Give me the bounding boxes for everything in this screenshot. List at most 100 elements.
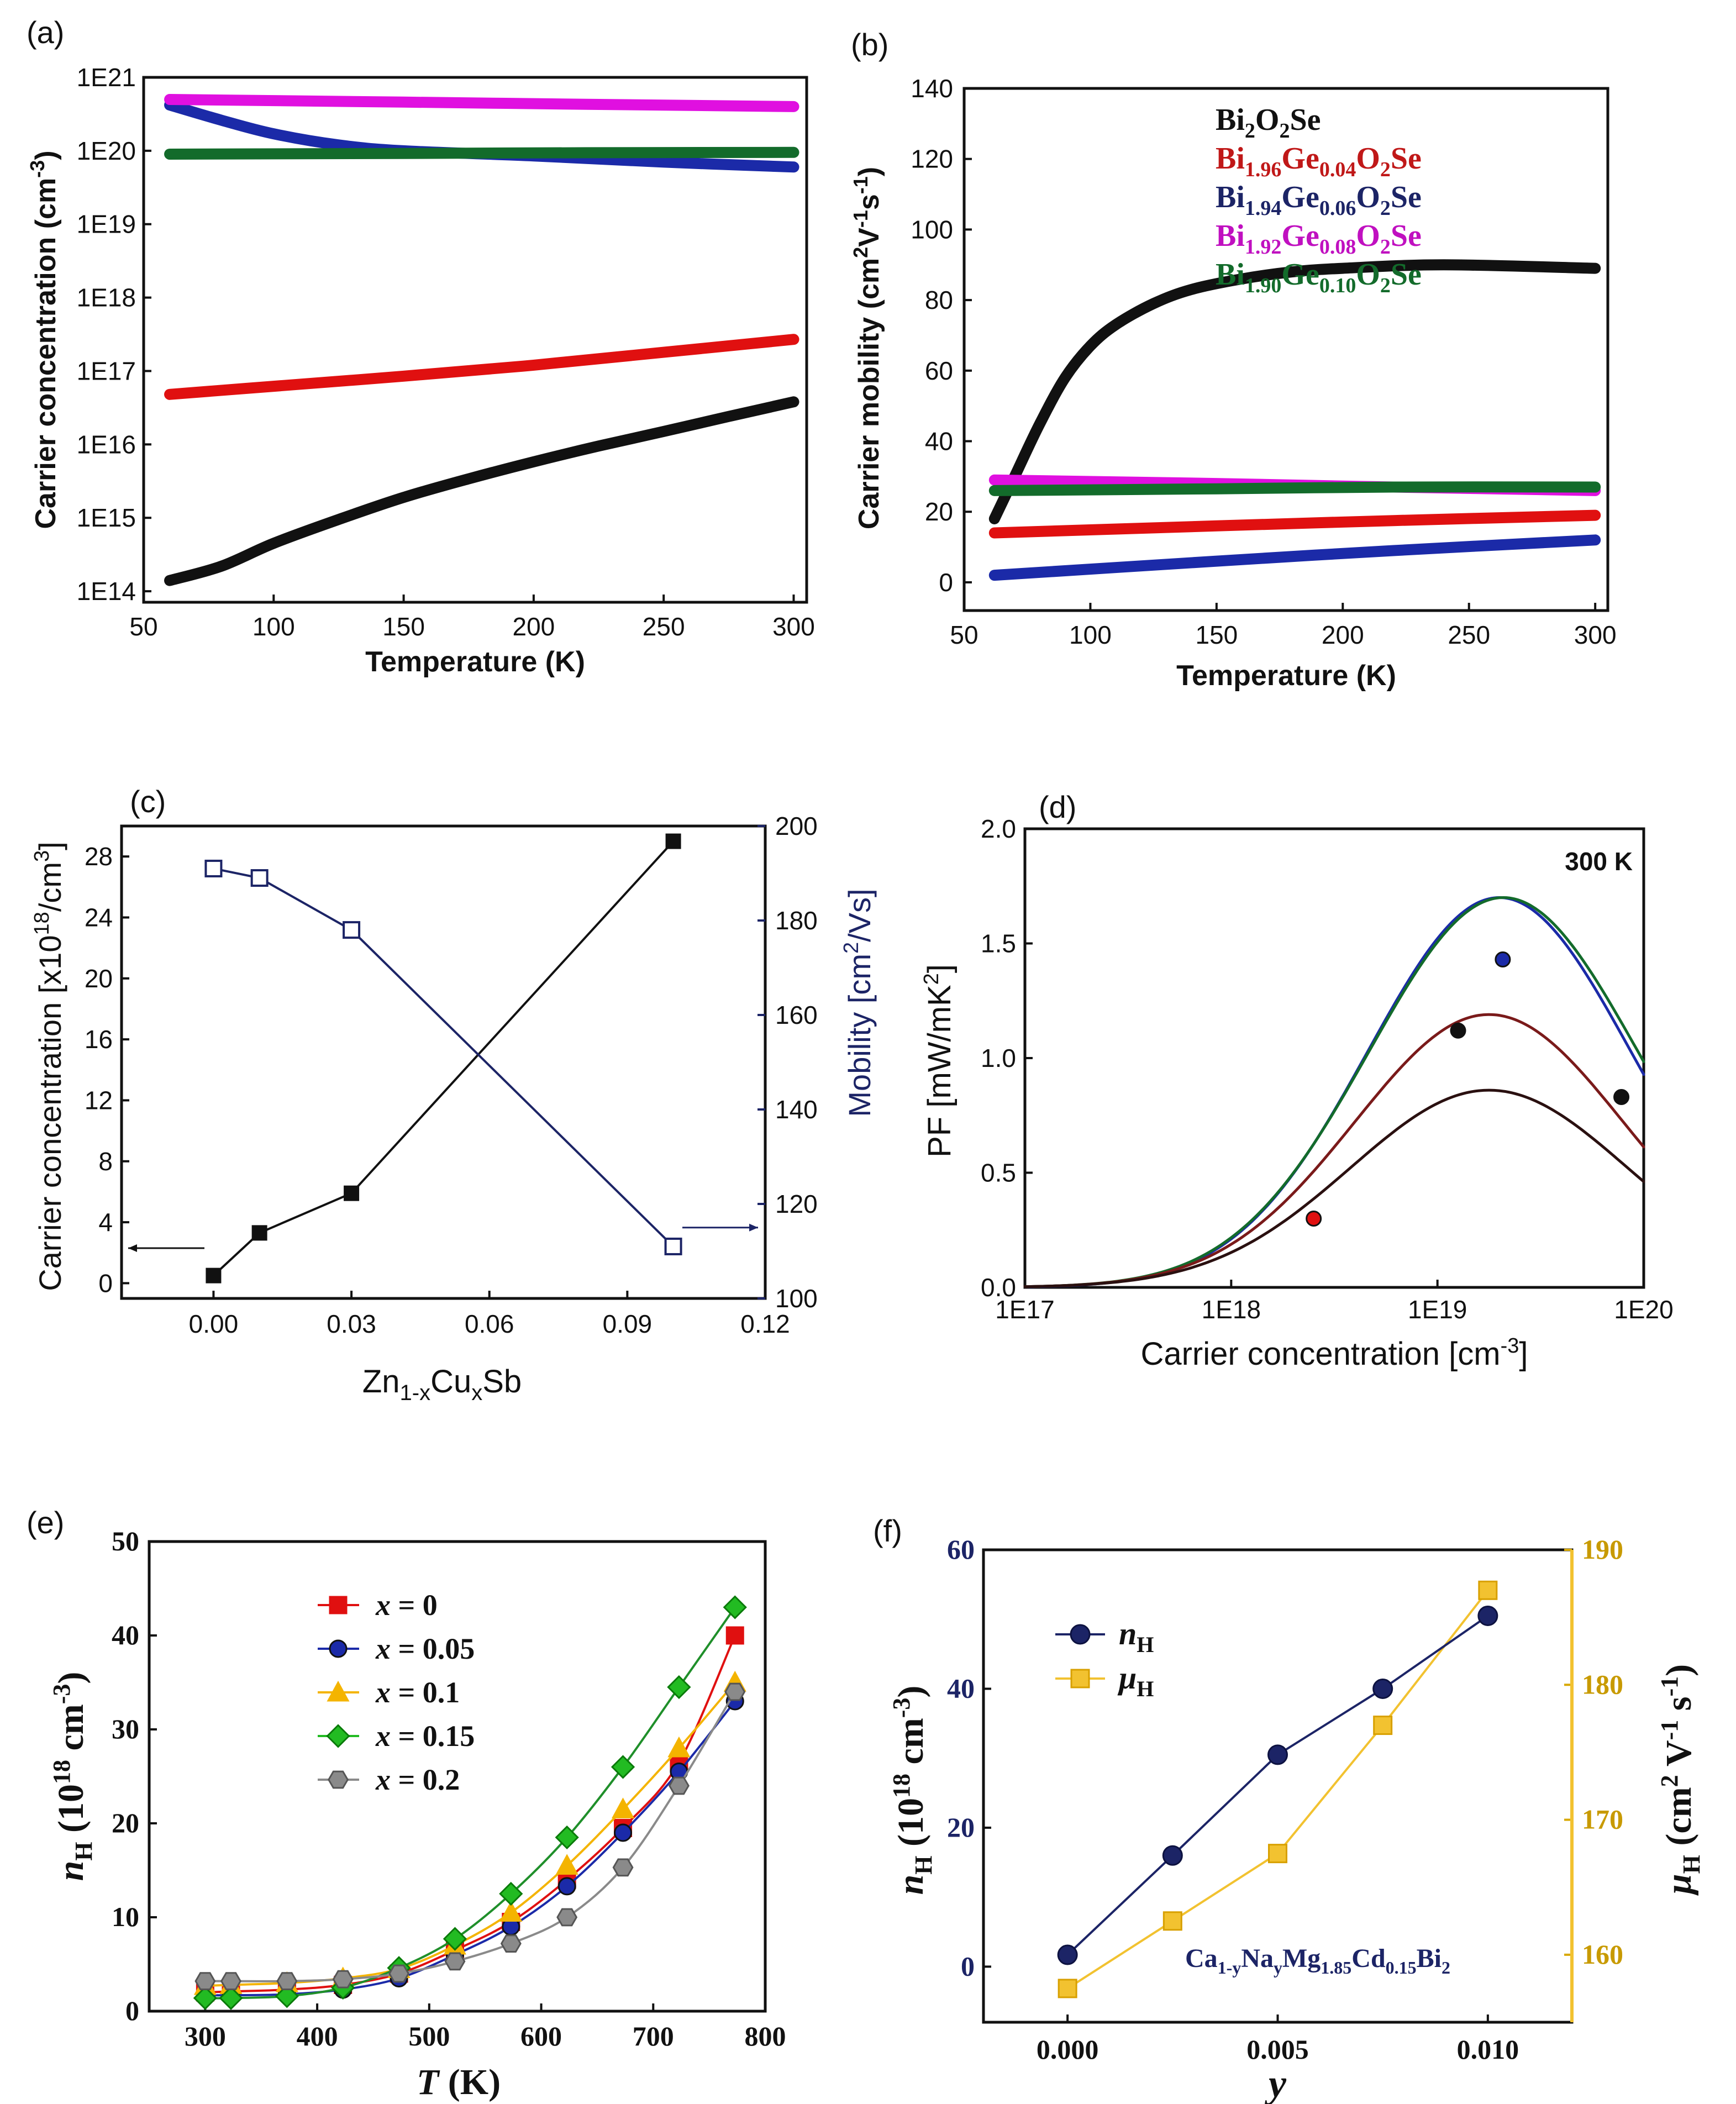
panel-e-series-3-point-6 — [499, 1881, 523, 1906]
panel-a-x-tick-label-4: 250 — [643, 612, 685, 641]
panel-f-yl-p4: cm — [891, 1718, 931, 1774]
panel-e-x-tick-label-5: 800 — [745, 2021, 786, 2052]
panel-e-legend-value: = 0.1 — [391, 1676, 460, 1709]
panel-f-x-tick-label-2: 0.010 — [1457, 2034, 1519, 2065]
panel-a-x-tick-label-3: 200 — [513, 612, 555, 641]
panel-b-legend-entry-4: Bi1.90Ge0.10O2Se — [1216, 257, 1422, 297]
compound-p3: y — [1274, 1958, 1282, 1977]
panel-f-yr-p2: (cm — [1659, 1787, 1699, 1855]
panel-b-legend-part: 2 — [1380, 197, 1391, 220]
panel-b-legend-part: 0.04 — [1319, 158, 1356, 181]
panel-f-yr-p4: V — [1659, 1740, 1699, 1775]
panel-f-legend-sub: H — [1137, 1676, 1154, 1701]
panel-a-y-axis-title: Carrier concentration (cm-3) — [26, 150, 62, 529]
panel-f-nh-point-2 — [1267, 1744, 1288, 1765]
panel-b-series — [988, 259, 1601, 581]
panel-e-series-2-point-9 — [667, 1736, 691, 1758]
panel-f-yr-p1: H — [1678, 1855, 1705, 1874]
panel-b-legend-entry-3: Bi1.92Ge0.08O2Se — [1216, 219, 1422, 259]
panel-f-compound-label: Ca1-yNayMg1.85Cd0.15Bi2 — [1185, 1944, 1450, 1977]
panel-e-legend-value: = 0 — [391, 1588, 438, 1622]
panel-a-series-3-line — [164, 93, 799, 112]
panel-c-yr-p1: 2 — [840, 942, 863, 954]
panel-c-mobility-point-1 — [250, 869, 269, 887]
panel-a-y-tick-label-5: 1E19 — [77, 210, 136, 239]
panel-b-legend-part: 2 — [1380, 158, 1391, 181]
compound-p1: 1-y — [1218, 1958, 1241, 1977]
panel-e-y-title-p1: H — [70, 1842, 97, 1860]
panel-c-right-axis-arrowhead — [749, 1223, 758, 1232]
panel-b-x-tick-label-4: 250 — [1448, 620, 1490, 649]
compound-p5: 1.85 — [1321, 1958, 1351, 1977]
panel-b-plot-frame — [962, 87, 1609, 612]
panel-a-y-tick-label-2: 1E16 — [77, 430, 136, 459]
panel-e-legend-value: = 0.05 — [391, 1632, 475, 1665]
compound-p2: Na — [1241, 1944, 1274, 1973]
panel-a-y-axis-title-tail: ) — [30, 150, 62, 160]
panel-e-series-2-point-7 — [555, 1854, 578, 1875]
panel-e-y-tick-label-1: 10 — [112, 1901, 139, 1932]
panel-c-x-title-p4: Sb — [482, 1364, 522, 1400]
panel-e-series-4-point-8 — [612, 1858, 634, 1877]
panel-c-yl-tick-label-1: 4 — [98, 1208, 113, 1237]
panel-b-legend-entry-1: Bi1.96Ge0.04O2Se — [1216, 141, 1422, 181]
panel-e-series-1-point-8 — [614, 1823, 633, 1842]
panel-c-x-tick-label-4: 0.12 — [740, 1309, 790, 1338]
panel-f-yl-p2: (10 — [891, 1798, 931, 1855]
panel-b-legend-part: 0.10 — [1319, 274, 1356, 297]
panel-e-legend-var: x — [375, 1719, 391, 1753]
panel-b-legend: Bi2O2SeBi1.96Ge0.04O2SeBi1.94Ge0.06O2SeB… — [1216, 103, 1422, 297]
panel-e-y-tick-label-3: 30 — [112, 1713, 139, 1744]
panel-f-legend-var: μ — [1117, 1660, 1137, 1696]
panel-e-y-tick-label-0: 0 — [125, 1995, 139, 2026]
panel-e-series-4-point-4 — [388, 1964, 410, 1983]
panel-a-series-1-line — [164, 334, 799, 400]
panel-f-yr-tick-label-3: 190 — [1582, 1534, 1623, 1565]
panel-e-x-tick-label-0: 300 — [185, 2021, 226, 2052]
panel-a-y-tick-label-7: 1E21 — [77, 63, 136, 92]
panel-e-series-4-point-9 — [668, 1776, 690, 1795]
panel-f-legend-label-0: nH — [1119, 1616, 1154, 1657]
panel-f-yl-p0: n — [891, 1875, 931, 1895]
panel-d-x-title-p1: -3 — [1501, 1334, 1519, 1358]
panel-c-yr-tick-label-2: 140 — [775, 1095, 818, 1124]
compound-p0: Ca — [1185, 1944, 1218, 1973]
panel-c-yl-p2: /cm — [33, 862, 67, 912]
panel-f-mu-point-1 — [1162, 1911, 1182, 1931]
panel-e-series-3-point-8 — [611, 1755, 635, 1779]
panel-b-ticks: 50 100 150 200 250 300 0 20 40 60 80 100 120 140 — [911, 74, 1616, 649]
panel-e-series-4-point-3 — [332, 1970, 354, 1989]
panel-e-y-axis-title: nH (1018 cm-3) — [48, 1672, 97, 1881]
panel-b-y-title-p3: -1 — [849, 210, 872, 228]
panel-b-legend-part: Ge — [1281, 257, 1319, 292]
panel-f-yl-tick-label-2: 40 — [947, 1672, 975, 1703]
panel-c: (c) 0.00 0.03 0.06 0.09 0.12 0 4 8 12 16 20 24 28 100… — [30, 784, 877, 1405]
panel-d-pf-curve-2 — [1023, 1013, 1645, 1288]
panel-e-x-title-unit: (K) — [439, 2062, 501, 2102]
panel-f-y-right-title: μH (cm2 V-1 s-1) — [1656, 1664, 1705, 1896]
panel-c-x-title-p3: x — [471, 1381, 482, 1405]
panel-b-legend-part: O — [1255, 103, 1280, 137]
panel-c-plot-frame — [120, 824, 767, 1300]
panel-f-yl-p5: -3 — [888, 1698, 915, 1718]
panel-c-mobility-point-0 — [204, 859, 223, 877]
panel-f-yr-p0: μ — [1659, 1874, 1699, 1896]
panel-c-yl-p0: Carrier concentration [x10 — [33, 935, 67, 1291]
panel-a-plot-frame — [142, 76, 808, 604]
panel-b-legend-part: Ge — [1281, 180, 1319, 214]
panel-e-x-tick-label-1: 400 — [297, 2021, 338, 2052]
panel-f-legend-label-1: μH — [1117, 1660, 1154, 1701]
panel-b-legend-part: 2 — [1279, 119, 1290, 143]
panel-c-carrier-point-3 — [665, 833, 681, 849]
panel-b-legend-part: Bi — [1216, 141, 1245, 176]
panel-d-x-title-p0: Carrier concentration [cm — [1140, 1336, 1500, 1372]
panel-e-series-1-point-7 — [557, 1877, 576, 1896]
panel-b-legend-part: 2 — [1380, 274, 1391, 297]
panel-b-y-title-p5: -1 — [849, 176, 872, 194]
panel-b-legend-part: 0.06 — [1319, 197, 1356, 220]
panel-e-legend-var: x — [375, 1632, 391, 1665]
panel-a-ticks: 50 100 150 200 250 300 1E14 1E15 1E16 1E17 1E18 1E1… — [77, 63, 815, 641]
panel-c-yl-tick-label-3: 12 — [85, 1086, 113, 1114]
panel-b-y-title-p2: V — [853, 228, 885, 247]
panel-c-yr-p0: Mobility [cm — [842, 954, 877, 1117]
